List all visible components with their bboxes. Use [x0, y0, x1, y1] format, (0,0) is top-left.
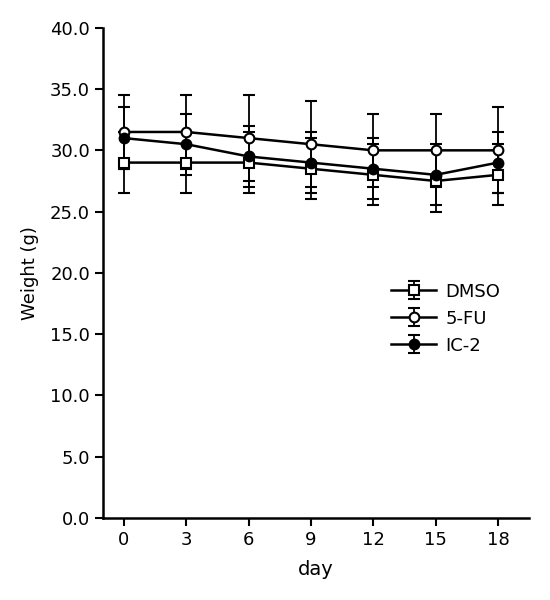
X-axis label: day: day	[298, 560, 334, 579]
Y-axis label: Weight (g): Weight (g)	[21, 226, 39, 320]
Legend: DMSO, 5-FU, IC-2: DMSO, 5-FU, IC-2	[384, 275, 507, 362]
